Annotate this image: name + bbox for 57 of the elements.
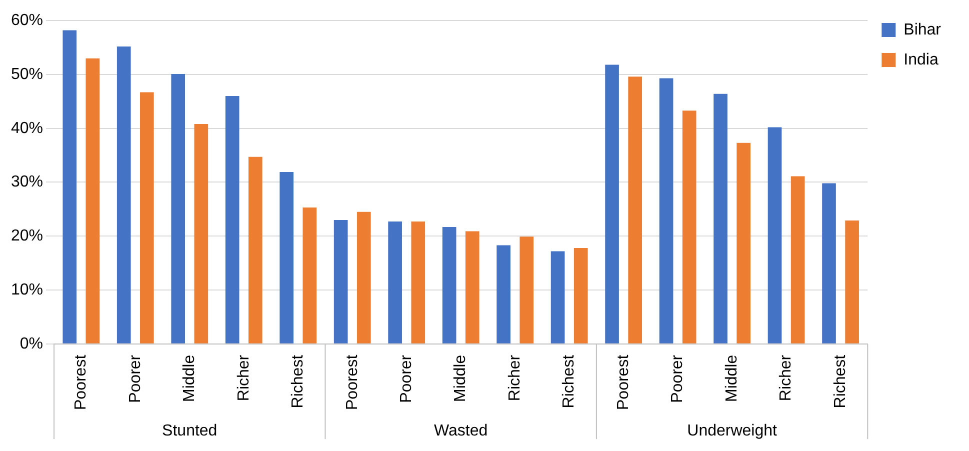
bar bbox=[845, 220, 859, 344]
bar bbox=[659, 78, 674, 344]
bar bbox=[822, 183, 836, 344]
bar bbox=[280, 172, 294, 344]
x-tick-label: Middle bbox=[452, 354, 470, 402]
bar bbox=[140, 92, 154, 344]
text: Wasted bbox=[434, 422, 488, 440]
bar bbox=[465, 231, 480, 344]
bar bbox=[388, 222, 402, 344]
bar bbox=[248, 156, 262, 344]
bar bbox=[605, 64, 619, 344]
bar bbox=[574, 248, 588, 344]
bar bbox=[302, 208, 317, 344]
bar bbox=[194, 124, 208, 344]
bar bbox=[714, 94, 728, 344]
y-tick-label: 0% bbox=[20, 335, 44, 352]
x-tick-label: Poorest bbox=[344, 354, 361, 410]
bar bbox=[442, 226, 456, 344]
y-tick-label: 40% bbox=[10, 120, 44, 137]
text: Underweight bbox=[687, 422, 778, 440]
x-tick-label: Richer bbox=[506, 354, 524, 402]
bar bbox=[411, 222, 426, 344]
bar bbox=[682, 110, 696, 344]
bar bbox=[768, 127, 782, 344]
x-tick-label: Poorer bbox=[126, 354, 144, 403]
x-tick-label: Poorer bbox=[398, 354, 415, 403]
x-tick-label: Middle bbox=[723, 354, 740, 402]
legend-label: Bihar bbox=[904, 21, 942, 38]
x-tick-label: Richest bbox=[832, 354, 849, 408]
x-tick-label: Richer bbox=[235, 354, 252, 402]
x-tick-label: Poorer bbox=[669, 354, 686, 403]
bar bbox=[62, 30, 77, 344]
bar bbox=[550, 251, 565, 344]
bar bbox=[225, 96, 240, 344]
x-tick-label: Richer bbox=[778, 354, 795, 402]
y-tick-label: 50% bbox=[10, 66, 44, 83]
bar bbox=[334, 220, 348, 344]
y-tick-label: 20% bbox=[10, 228, 44, 245]
bar bbox=[86, 58, 100, 344]
bar bbox=[736, 142, 750, 344]
bar bbox=[496, 245, 510, 344]
y-tick-label: 60% bbox=[10, 12, 44, 30]
bar bbox=[356, 212, 371, 344]
bar bbox=[520, 236, 534, 344]
y-tick-label: 10% bbox=[10, 281, 44, 298]
x-tick-label: Richest bbox=[290, 354, 307, 408]
bar bbox=[171, 74, 186, 344]
legend-label: India bbox=[904, 51, 938, 68]
bar bbox=[628, 76, 642, 344]
x-tick-label: Poorest bbox=[72, 354, 90, 410]
x-tick-label: Poorest bbox=[614, 354, 632, 410]
y-tick-label: 30% bbox=[10, 174, 44, 191]
text: Stunted bbox=[162, 422, 218, 440]
x-tick-label: Richest bbox=[560, 354, 578, 408]
x-tick-label: Middle bbox=[181, 354, 198, 402]
bar bbox=[116, 46, 131, 344]
bar bbox=[790, 176, 805, 344]
